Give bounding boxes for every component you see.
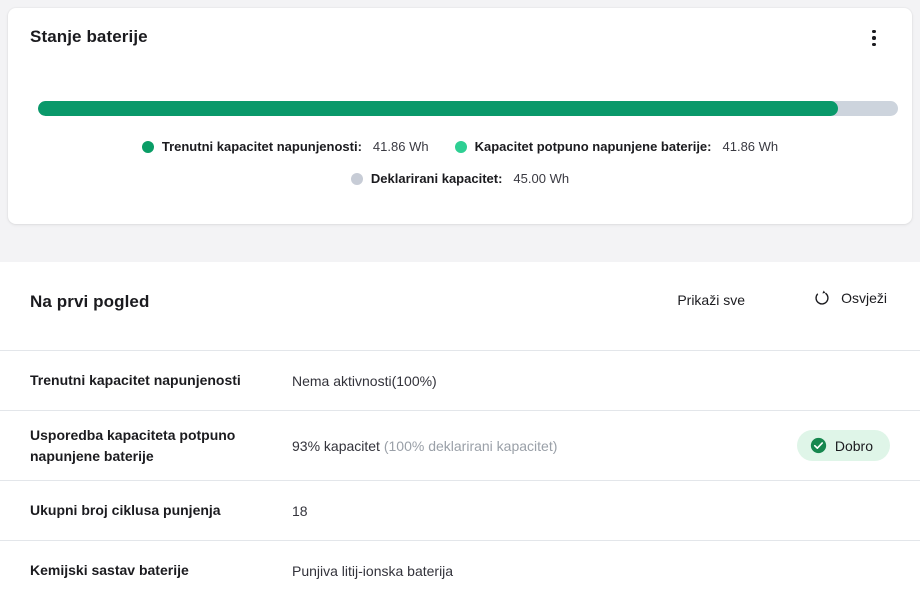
row-value: 93% kapacitet (100% deklarirani kapacite… — [292, 438, 797, 454]
table-row[interactable]: Kemijski sastav baterije Punjiva litij-i… — [0, 540, 920, 600]
row-label: Ukupni broj ciklusa punjenja — [30, 502, 221, 519]
row-value: Nema aktivnosti(100%) — [292, 372, 437, 389]
refresh-label: Osvježi — [841, 290, 887, 306]
battery-health-card: Stanje baterije Trenutni kapacitet napun… — [8, 8, 912, 224]
legend-dot-icon — [350, 172, 363, 185]
row-label: Kemijski sastav baterije — [30, 562, 189, 579]
battery-legend-row-primary: Trenutni kapacitet napunjenosti: 41.86 W… — [8, 139, 912, 154]
row-label: Trenutni kapacitet napunjenosti — [30, 372, 241, 389]
kebab-dot — [872, 42, 876, 47]
row-label: Usporedba kapaciteta potpuno napunjene b… — [30, 427, 236, 464]
row-value-primary: 93% kapacitet — [292, 437, 380, 454]
page-title: Stanje baterije — [30, 27, 148, 46]
show-all-button[interactable]: Prikaži sve — [677, 292, 745, 308]
battery-capacity-bar — [38, 101, 898, 116]
battery-capacity-bar-fill — [38, 101, 838, 116]
at-a-glance-card: Na prvi pogled Prikaži sve Osvježi Trenu… — [0, 262, 920, 606]
at-a-glance-header: Na prvi pogled Prikaži sve Osvježi — [0, 262, 920, 350]
legend-item-design-capacity: Deklarirani kapacitet: 45.00 Wh — [350, 171, 570, 186]
check-circle-icon — [810, 437, 827, 454]
table-row[interactable]: Trenutni kapacitet napunjenosti Nema akt… — [0, 350, 920, 410]
legend-value: 41.86 Wh — [722, 139, 779, 154]
legend-value: 41.86 Wh — [372, 139, 429, 154]
refresh-button[interactable]: Osvježi — [813, 289, 887, 307]
legend-dot-icon — [141, 140, 154, 153]
legend-label: Kapacitet potpuno napunjene baterije: — [474, 139, 712, 154]
legend-label: Trenutni kapacitet napunjenosti: — [161, 139, 362, 154]
refresh-icon — [815, 290, 829, 305]
kebab-dot — [872, 36, 876, 40]
row-value-secondary: (100% deklarirani kapacitet) — [383, 437, 558, 454]
status-badge-label: Dobro — [834, 437, 873, 454]
row-value: Punjiva litij-ionska baterija — [292, 562, 454, 579]
kebab-menu-icon[interactable] — [858, 22, 890, 54]
row-value: 18 — [292, 502, 308, 519]
table-row[interactable]: Usporedba kapaciteta potpuno napunjene b… — [0, 410, 920, 480]
legend-item-full-charge-capacity: Kapacitet potpuno napunjene baterije: 41… — [454, 139, 779, 154]
kebab-dot — [872, 29, 876, 34]
legend-dot-icon — [454, 140, 467, 153]
at-a-glance-title: Na prvi pogled — [30, 292, 150, 311]
legend-label: Deklarirani kapacitet: — [370, 171, 503, 186]
legend-value: 45.00 Wh — [513, 171, 570, 186]
legend-item-current-capacity: Trenutni kapacitet napunjenosti: 41.86 W… — [141, 139, 429, 154]
table-row[interactable]: Ukupni broj ciklusa punjenja 18 — [0, 480, 920, 540]
battery-health-card-header: Stanje baterije — [8, 8, 912, 72]
status-badge: Dobro — [796, 430, 890, 461]
battery-legend-row-secondary: Deklarirani kapacitet: 45.00 Wh — [8, 171, 912, 186]
